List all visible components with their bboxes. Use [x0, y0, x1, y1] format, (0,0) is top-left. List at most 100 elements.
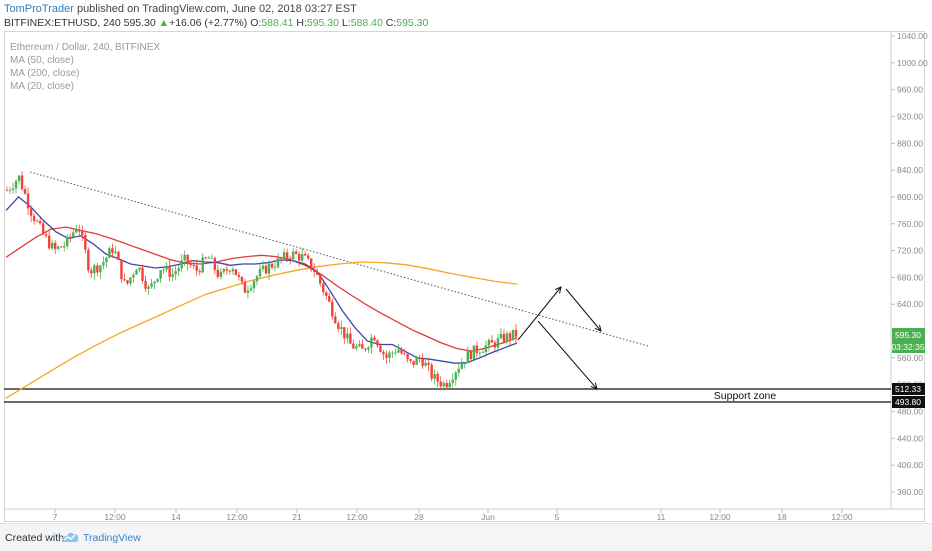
- candle-up: [159, 270, 162, 279]
- price-chart[interactable]: 1040.00 1000.00 960.00 920.00 880.00 840.00 80…: [0, 0, 932, 523]
- tradingview-logo-icon[interactable]: [60, 530, 80, 544]
- candle-up: [17, 175, 21, 182]
- candle-down: [294, 251, 298, 255]
- candle-down: [5, 190, 9, 192]
- candle-up: [66, 236, 69, 247]
- candle-down: [445, 382, 448, 388]
- candle-up: [105, 257, 108, 263]
- candle-down: [23, 189, 27, 194]
- candle-up: [448, 382, 451, 388]
- bearish-arrow[interactable]: [537, 320, 597, 389]
- candle-up: [394, 352, 397, 354]
- legend-ma200[interactable]: MA (200, close): [10, 68, 80, 79]
- candle-down: [186, 254, 189, 265]
- candle-up: [466, 351, 470, 364]
- y-tick-label: 560.00: [897, 353, 923, 363]
- candle-up: [147, 286, 150, 289]
- candle-down: [285, 252, 289, 259]
- candle-down: [126, 280, 129, 284]
- x-tick-label: 11: [657, 512, 666, 522]
- candle-up: [340, 327, 343, 330]
- legend-ma50[interactable]: MA (50, close): [10, 55, 74, 66]
- y-tick-label: 960.00: [897, 85, 923, 95]
- candle-down: [493, 342, 497, 348]
- bullish-arrow-up[interactable]: [517, 287, 561, 341]
- candle-up: [282, 252, 286, 259]
- candle-down: [192, 265, 195, 267]
- chart-frame[interactable]: [4, 31, 925, 522]
- bullish-arrow-down[interactable]: [565, 288, 601, 331]
- support-zone-label: Support zone: [714, 390, 777, 402]
- y-axis-ticks[interactable]: 1040.00 1000.00 960.00 920.00 880.00 840.00 80…: [891, 31, 928, 497]
- y-tick-label: 880.00: [897, 138, 923, 148]
- x-tick-label: 28: [414, 512, 424, 522]
- candle-up: [273, 267, 277, 268]
- candle-up: [138, 267, 141, 270]
- candle-down: [35, 220, 39, 222]
- candle-up: [472, 345, 476, 360]
- y-tick-label: 920.00: [897, 111, 923, 121]
- candle-down: [382, 352, 385, 355]
- candle-down: [141, 267, 144, 281]
- candle-up: [177, 268, 180, 272]
- candle-down: [26, 193, 30, 209]
- candle-down: [334, 316, 337, 324]
- y-tick-label: 480.00: [897, 407, 923, 417]
- candle-down: [44, 234, 48, 236]
- candle-down: [87, 249, 90, 271]
- candle-down: [264, 265, 268, 274]
- legend-ma20[interactable]: MA (20, close): [10, 81, 74, 92]
- x-tick-label: 12:00: [346, 512, 368, 522]
- candle-up: [11, 188, 15, 190]
- candle-up: [367, 347, 370, 350]
- candle-up: [207, 257, 210, 259]
- y-tick-label: 1000.00: [897, 58, 928, 68]
- y-tick-label: 400.00: [897, 460, 923, 470]
- candle-down: [117, 251, 120, 260]
- candle-down: [400, 349, 403, 354]
- ma200-line: [5, 261, 518, 399]
- x-tick-label: 14: [171, 512, 181, 522]
- candle-up: [153, 281, 156, 284]
- candle-down: [60, 246, 63, 248]
- candle-down: [297, 254, 301, 261]
- candle-down: [216, 269, 220, 277]
- candle-down: [436, 373, 439, 382]
- y-tick-label: 800.00: [897, 192, 923, 202]
- candle-up: [63, 246, 66, 248]
- candle-up: [99, 265, 102, 273]
- candle-up: [50, 242, 54, 249]
- candle-down: [427, 362, 430, 365]
- candle-up: [478, 352, 482, 354]
- candle-up: [370, 337, 373, 348]
- x-axis-ticks[interactable]: 7 12:00 14 12:00 21 12:00 28 Jun 5 11 12:00 18 12:00: [53, 509, 853, 522]
- candle-up: [451, 379, 454, 383]
- author-link[interactable]: TomProTrader: [4, 3, 74, 15]
- tradingview-brand-link[interactable]: TradingView: [83, 532, 141, 544]
- ma20-line: [5, 196, 518, 364]
- support-bottom-label: 493.80: [895, 397, 921, 407]
- x-tick-label: 7: [53, 512, 58, 522]
- candlestick-series: [5, 171, 518, 391]
- price-change: +16.06 (+2.77%): [169, 17, 248, 29]
- candle-down: [111, 248, 114, 253]
- publish-info: TomProTrader published on TradingView.co…: [4, 3, 357, 15]
- candle-down: [29, 208, 33, 216]
- candle-down: [234, 269, 238, 276]
- candle-up: [108, 248, 111, 258]
- symbol-bar: BITFINEX:ETHUSD, 240 595.30 ▲+16.06 (+2.…: [4, 17, 428, 29]
- countdown-label: 03:32:35: [891, 342, 924, 352]
- ma50-line: [5, 226, 518, 352]
- downtrend-line[interactable]: [29, 171, 649, 347]
- support-top-price-tag: 512.33: [892, 383, 925, 395]
- candle-down: [198, 270, 201, 273]
- candle-down: [349, 333, 352, 344]
- candle-down: [337, 323, 340, 330]
- legend-title: Ethereum / Dollar, 240, BITFINEX: [10, 42, 161, 53]
- candle-up: [222, 269, 226, 272]
- candle-down: [144, 280, 147, 289]
- x-tick-label: 12:00: [226, 512, 248, 522]
- candle-down: [240, 276, 244, 282]
- candle-up: [171, 274, 174, 277]
- candle-down: [475, 345, 479, 354]
